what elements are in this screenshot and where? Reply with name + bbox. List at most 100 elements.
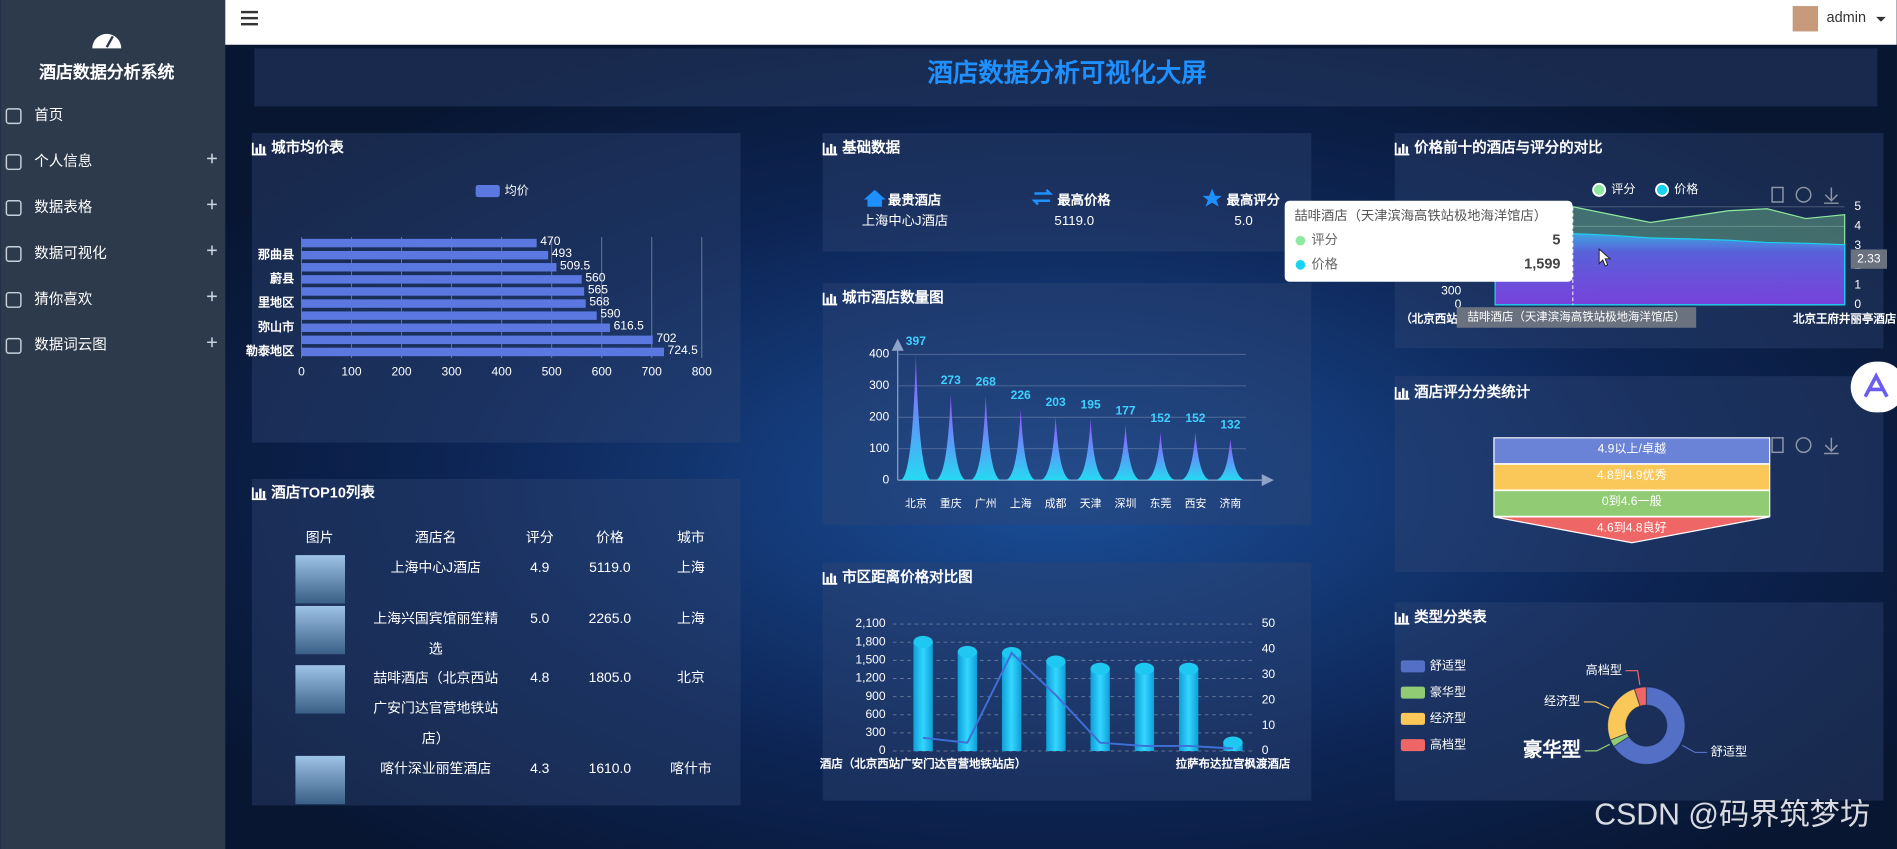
y2-tick-label: 0: [1262, 743, 1269, 757]
bar: [301, 238, 537, 248]
legend-swatch: [1400, 712, 1426, 725]
icon-bar: [251, 487, 254, 500]
funnel-segment: [1493, 516, 1770, 544]
icon-bar: [833, 296, 837, 304]
menu-item[interactable]: 数据表格: [5, 199, 217, 216]
tooltip-dot: [1295, 260, 1306, 270]
bar-cap: [1179, 662, 1199, 675]
cell-line: 店）: [422, 730, 450, 746]
panel-title: 城市均价表: [271, 139, 344, 157]
cursor: [1598, 248, 1612, 267]
icon-bar: [829, 293, 833, 304]
y-tick-label: 200: [869, 409, 889, 423]
panel: [822, 283, 1312, 525]
tooltip: 喆啡酒店（天津滨海高铁站极地海洋馆店） 评分 5 价格 1,599: [1284, 200, 1573, 282]
menu-icon: [5, 200, 22, 216]
slice-label: 豪华型: [1523, 738, 1581, 761]
icon-bar: [262, 491, 266, 499]
icon-bar: [1405, 146, 1409, 154]
y-tick-label: 900: [865, 689, 885, 703]
menu-item[interactable]: 首页: [5, 107, 63, 125]
y-tick-label: 弥山市: [258, 319, 294, 334]
title-bar: [254, 48, 1878, 107]
menu-item[interactable]: 个人信息: [5, 153, 217, 171]
legend-label: 舒适型: [1430, 659, 1466, 673]
table-cell: 4.3: [530, 760, 550, 776]
icon-bar: [1394, 611, 1397, 625]
toolbox[interactable]: [1771, 186, 1839, 455]
y-tick-label: 1,500: [855, 653, 886, 667]
menu-button[interactable]: [241, 10, 258, 26]
table-cell: 1610.0: [589, 760, 632, 776]
menu-label[interactable]: 数据词云图: [34, 337, 106, 354]
icon-bar: [829, 573, 833, 583]
label-line: [1625, 670, 1641, 686]
panel-title: 价格前十的酒店与评分的对比: [1414, 139, 1603, 157]
bar: [1179, 668, 1199, 752]
avatar[interactable]: [1792, 6, 1819, 32]
x-tick-label: 酒店（北京西站广安门达官营地铁站店）: [820, 756, 1026, 770]
y-tick-label: 1,800: [855, 634, 886, 648]
pointer-label: 喆啡酒店（天津滨海高铁站极地海洋馆店）: [1467, 309, 1685, 323]
y-tick-label: 那曲县: [258, 246, 294, 261]
x-tick-label: 北京王府井丽亭酒店: [1793, 311, 1897, 325]
menu-item[interactable]: 数据可视化: [5, 245, 217, 262]
legend-label: 豪华型: [1430, 684, 1466, 699]
cell-line: 上海兴国宾馆丽笙精: [373, 610, 498, 626]
menu-label[interactable]: 个人信息: [34, 153, 92, 170]
panel-title: 城市酒店数量图: [842, 289, 944, 307]
icon-bar: [255, 147, 258, 154]
legend-dot: [1592, 182, 1607, 197]
icon-bar: [822, 303, 838, 306]
icon-bar: [259, 143, 262, 154]
bar-cap: [1046, 655, 1066, 668]
icon-bar: [822, 572, 825, 585]
icon-bar: [1394, 622, 1410, 625]
menu-label[interactable]: 数据可视化: [34, 245, 106, 262]
legend-swatch: [1400, 660, 1426, 673]
bar: [301, 311, 597, 320]
y-tick-label: 300: [865, 725, 885, 739]
menu-label[interactable]: 首页: [34, 107, 63, 124]
axis-arrow: [1261, 474, 1274, 487]
value-label: 470: [540, 234, 560, 248]
float-button[interactable]: [1850, 361, 1897, 413]
icon-bar: [1405, 390, 1409, 398]
user-caret[interactable]: [1876, 16, 1886, 22]
x-tick-label: 300: [442, 365, 462, 379]
icon-bar: [826, 576, 829, 583]
table-header: 价格: [596, 529, 624, 545]
slice-label: 舒适型: [1711, 745, 1747, 759]
table-cell: 上海中心J酒店: [391, 559, 481, 575]
menu-item[interactable]: 猜你喜欢: [5, 291, 217, 308]
basic-label: 最贵酒店: [888, 191, 941, 207]
peak: [900, 355, 932, 481]
legend-label: 评分: [1611, 182, 1635, 196]
table-cell: 5.0: [530, 610, 550, 626]
label-line: [1583, 701, 1610, 709]
icon-bar: [1398, 391, 1401, 398]
menu-label[interactable]: 猜你喜欢: [34, 291, 92, 308]
value-label: 509.5: [560, 258, 591, 272]
username[interactable]: admin: [1827, 10, 1867, 26]
y-tick-label: 400: [869, 347, 889, 361]
value-label: 560: [585, 270, 605, 284]
bar: [301, 323, 610, 332]
y2-tick-label: 1: [1854, 277, 1861, 291]
value-label: 152: [1150, 411, 1170, 425]
value-label: 702: [656, 331, 676, 345]
bar-cap: [957, 645, 978, 658]
line: [922, 651, 1234, 750]
pie-slice: [1633, 686, 1647, 707]
slice-label: 高档型: [1586, 662, 1622, 677]
panel-icon: [251, 142, 267, 156]
icon-bar: [1394, 387, 1397, 400]
panel-title: 类型分类表: [1414, 608, 1487, 626]
icon-bar: [1402, 143, 1405, 154]
menu-item[interactable]: 数据词云图: [5, 337, 217, 354]
bar: [957, 651, 978, 752]
bar-cap: [1090, 662, 1110, 675]
hotel-image: [295, 605, 346, 655]
menu-label[interactable]: 数据表格: [34, 199, 92, 216]
